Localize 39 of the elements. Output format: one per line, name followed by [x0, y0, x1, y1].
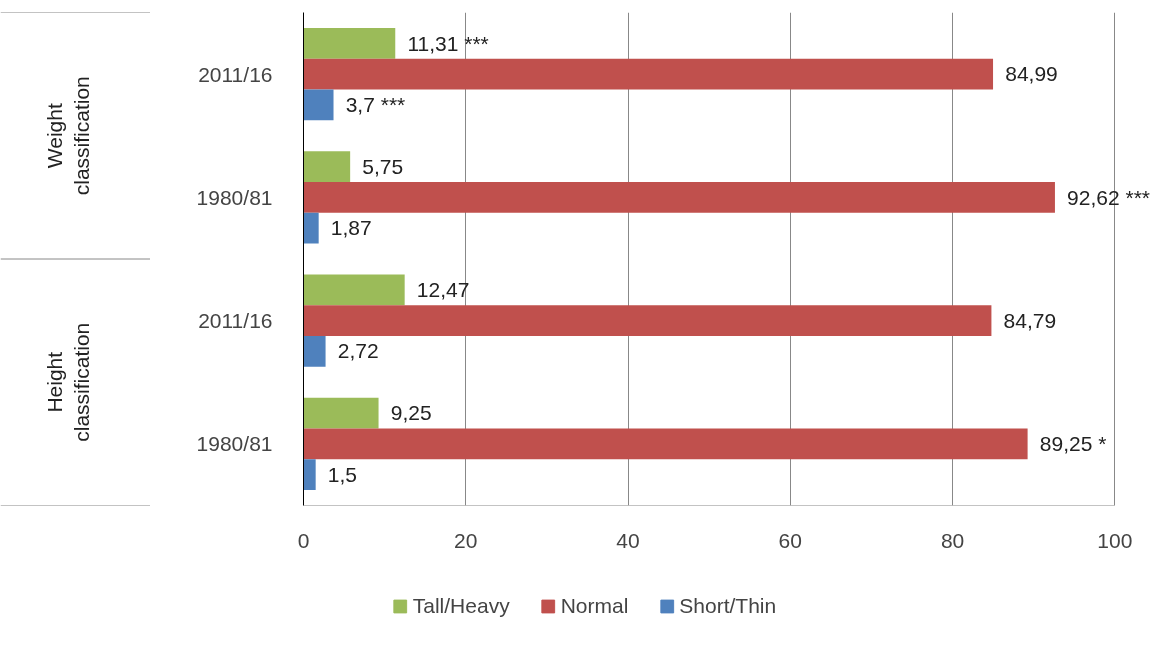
data-label: 84,99: [1005, 62, 1058, 86]
bar: [303, 58, 994, 90]
bar: [303, 89, 334, 121]
bar: [303, 336, 326, 367]
data-label: 11,31 ***: [407, 31, 489, 55]
bar: [303, 27, 396, 59]
text: Weight classification: [42, 76, 94, 196]
data-label: 1,5: [327, 462, 358, 486]
bar: [303, 305, 992, 337]
data-label: 2,72: [337, 339, 379, 363]
x-tick-label: 40: [616, 528, 640, 552]
x-tick-label: 60: [778, 528, 802, 552]
data-label: 12,47: [416, 277, 470, 301]
x-tick-label: 100: [1097, 528, 1133, 552]
data-label: 92,62 ***: [1067, 185, 1151, 209]
y-tick-label: 1980/81: [196, 432, 273, 456]
data-label: 1,87: [330, 216, 372, 240]
x-tick-label: 20: [454, 528, 478, 552]
x-tick-label: 0: [297, 528, 310, 552]
y-tick-label: 2011/16: [198, 62, 273, 86]
bar: [303, 151, 351, 182]
bar: [303, 181, 1055, 213]
legend-label: Normal: [560, 594, 629, 618]
data-label: 84,79: [1003, 308, 1057, 332]
bar: [303, 212, 319, 244]
y-tick-label: 2011/16: [198, 309, 273, 333]
text: Height classification: [42, 322, 94, 442]
bar: [303, 428, 1028, 460]
bar: [303, 274, 405, 306]
legend-label: Tall/Heavy: [412, 594, 510, 618]
y-tick-label: 1980/81: [196, 185, 273, 209]
x-tick-label: 80: [940, 528, 965, 552]
legend-label: Short/Thin: [679, 594, 777, 618]
bar: [303, 459, 316, 491]
bar: [303, 397, 379, 429]
data-label: 9,25: [390, 401, 432, 425]
data-label: 89,25 *: [1039, 432, 1107, 456]
data-label: 5,75: [362, 154, 404, 178]
data-label: 3,7 ***: [345, 93, 406, 117]
